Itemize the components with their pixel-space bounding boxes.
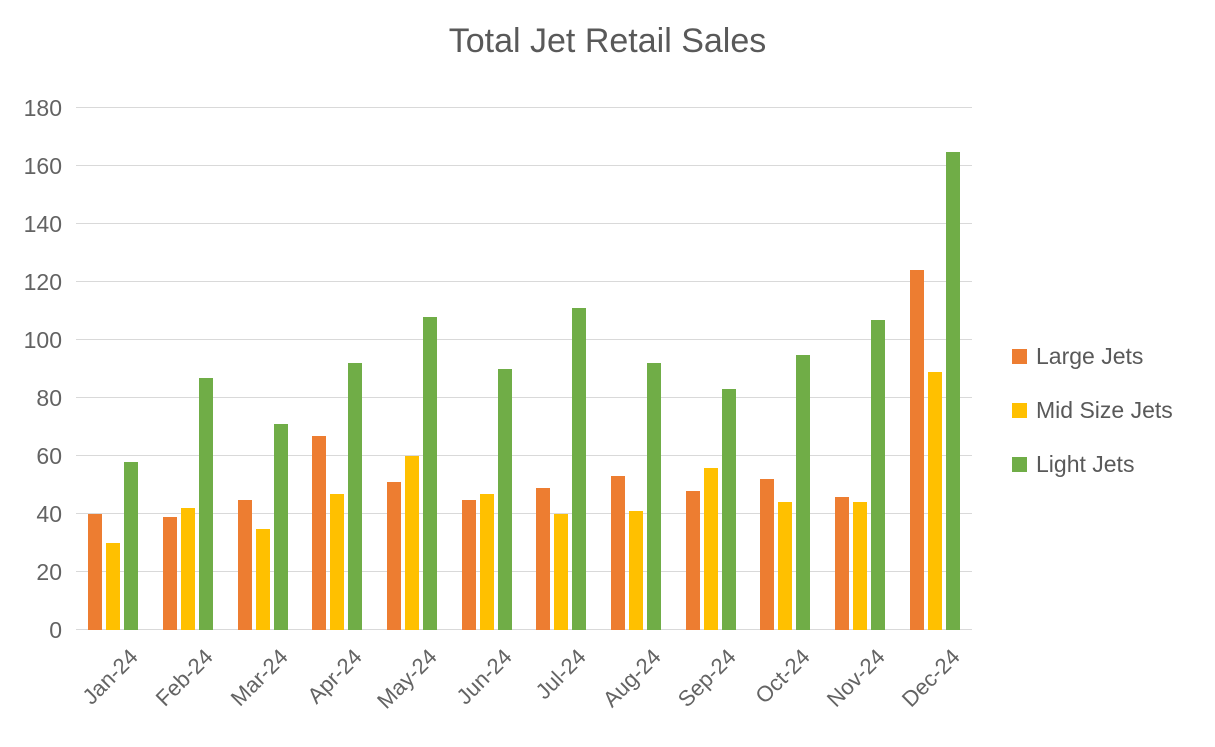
bar-mid-size-jets-dec-24 <box>927 371 942 630</box>
x-tick-label-apr-24: Apr-24 <box>302 644 368 709</box>
bar-group-jul-24 <box>536 308 587 630</box>
bar-large-jets-nov-24 <box>835 496 849 630</box>
gridline-80 <box>76 397 972 398</box>
x-tick-label-may-24: May-24 <box>372 644 442 714</box>
bar-large-jets-jun-24 <box>461 499 476 630</box>
gridline-100 <box>76 339 972 340</box>
y-axis: 0 20 40 60 80 100 120 140 160 180 <box>0 95 62 643</box>
bar-light-jets-jul-24 <box>572 308 587 630</box>
x-axis: Jan-24 Feb-24 Mar-24 Apr-24 May-24 Jun-24 Jul-… <box>76 630 972 740</box>
bar-light-jets-sep-24 <box>721 389 736 630</box>
x-tick-label-mar-24: Mar-24 <box>225 644 293 711</box>
bar-group-aug-24 <box>611 363 661 630</box>
legend-marker-light-jets-icon <box>1012 456 1027 472</box>
y-tick-label-40: 40 <box>36 501 62 527</box>
plot-area <box>76 107 972 630</box>
gridline-180 <box>76 107 972 108</box>
bar-group-sep-24 <box>685 389 736 630</box>
y-tick-label-80: 80 <box>36 385 62 411</box>
bar-light-jets-feb-24 <box>199 377 213 630</box>
bar-large-jets-jul-24 <box>536 487 551 630</box>
x-tick-label-aug-24: Aug-24 <box>597 644 666 712</box>
bar-light-jets-nov-24 <box>871 319 885 630</box>
bar-group-dec-24 <box>909 151 960 630</box>
bar-light-jets-may-24 <box>423 316 437 630</box>
bar-mid-size-jets-aug-24 <box>629 511 643 630</box>
y-tick-label-20: 20 <box>36 559 62 585</box>
bar-light-jets-apr-24 <box>348 363 363 630</box>
bar-group-jan-24 <box>88 461 139 630</box>
bar-group-jun-24 <box>461 369 512 630</box>
y-tick-label-180: 180 <box>23 95 62 121</box>
bar-mid-size-jets-jun-24 <box>479 493 494 630</box>
bar-large-jets-sep-24 <box>685 490 700 630</box>
x-tick-label-jul-24: Jul-24 <box>530 644 592 705</box>
bar-light-jets-mar-24 <box>273 424 288 630</box>
gridline-120 <box>76 281 972 282</box>
bar-large-jets-dec-24 <box>909 270 924 630</box>
x-tick-label-jun-24: Jun-24 <box>451 644 517 710</box>
gridline-60 <box>76 455 972 456</box>
legend-label-large-jets: Large Jets <box>1036 342 1144 369</box>
bar-light-jets-aug-24 <box>647 363 661 630</box>
x-tick-label-sep-24: Sep-24 <box>672 644 741 712</box>
bar-mid-size-jets-sep-24 <box>703 467 718 630</box>
y-tick-label-100: 100 <box>23 327 62 353</box>
y-tick-label-160: 160 <box>23 153 62 179</box>
bar-group-apr-24 <box>312 363 363 630</box>
legend-marker-mid-size-jets-icon <box>1012 402 1027 418</box>
bar-group-nov-24 <box>835 319 885 630</box>
bar-mid-size-jets-may-24 <box>405 456 419 630</box>
x-tick-label-nov-24: Nov-24 <box>821 644 890 712</box>
bar-large-jets-oct-24 <box>760 479 775 630</box>
bar-mid-size-jets-jul-24 <box>554 514 569 630</box>
bar-mid-size-jets-jan-24 <box>106 543 121 630</box>
x-tick-label-feb-24: Feb-24 <box>150 644 218 711</box>
gridline-40 <box>76 513 972 514</box>
bar-mid-size-jets-apr-24 <box>330 493 345 630</box>
gridline-160 <box>76 165 972 166</box>
y-tick-label-120: 120 <box>23 269 62 295</box>
x-tick-label-dec-24: Dec-24 <box>896 644 965 712</box>
bar-large-jets-feb-24 <box>163 516 177 630</box>
x-tick-label-jan-24: Jan-24 <box>77 644 144 710</box>
y-tick-label-60: 60 <box>36 443 62 469</box>
bar-large-jets-aug-24 <box>611 476 625 630</box>
bar-group-feb-24 <box>163 377 213 630</box>
bar-light-jets-jun-24 <box>497 369 512 630</box>
bar-group-mar-24 <box>237 424 288 630</box>
bar-large-jets-mar-24 <box>237 499 252 630</box>
gridline-140 <box>76 223 972 224</box>
bar-group-may-24 <box>387 316 437 630</box>
bar-group-oct-24 <box>760 354 811 630</box>
x-tick-label-oct-24: Oct-24 <box>750 644 816 709</box>
bar-light-jets-jan-24 <box>124 461 139 630</box>
legend-marker-large-jets-icon <box>1012 348 1027 364</box>
legend-item-mid-size-jets: Mid Size Jets <box>1012 394 1212 426</box>
legend-label-mid-size-jets: Mid Size Jets <box>1036 396 1173 423</box>
bar-mid-size-jets-mar-24 <box>255 528 270 630</box>
bar-light-jets-oct-24 <box>796 354 811 630</box>
gridline-0 <box>76 629 972 630</box>
legend: Large Jets Mid Size Jets Light Jets <box>1012 340 1212 502</box>
bar-large-jets-may-24 <box>387 482 401 630</box>
bar-large-jets-jan-24 <box>88 514 103 630</box>
legend-label-light-jets: Light Jets <box>1036 450 1135 477</box>
y-tick-label-0: 0 <box>49 617 62 643</box>
bar-mid-size-jets-feb-24 <box>181 508 195 630</box>
chart-title: Total Jet Retail Sales <box>448 22 767 60</box>
bar-large-jets-apr-24 <box>312 435 327 630</box>
y-tick-label-140: 140 <box>23 211 62 237</box>
gridline-20 <box>76 571 972 572</box>
legend-item-large-jets: Large Jets <box>1012 340 1212 372</box>
bar-mid-size-jets-nov-24 <box>853 502 867 630</box>
bar-light-jets-dec-24 <box>945 151 960 630</box>
bar-mid-size-jets-oct-24 <box>778 502 793 630</box>
legend-item-light-jets: Light Jets <box>1012 448 1212 480</box>
